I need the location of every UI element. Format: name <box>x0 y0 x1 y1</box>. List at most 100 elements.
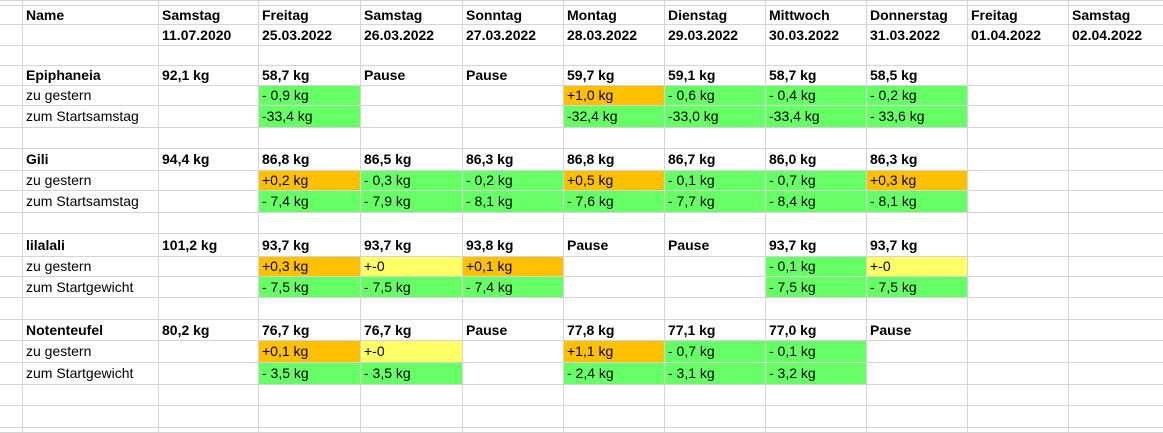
daily-weight[interactable]: 77,8 kg <box>567 322 615 338</box>
delta-value[interactable]: +-0 <box>867 257 967 276</box>
delta-value[interactable]: - 0,7 kg <box>665 341 765 362</box>
column-header-date[interactable]: 01.04.2022 <box>971 27 1042 43</box>
delta-value[interactable]: - 33,6 kg <box>867 106 967 127</box>
daily-weight[interactable]: 93,7 kg <box>870 237 918 253</box>
delta-value[interactable]: - 7,4 kg <box>259 191 360 212</box>
delta-value[interactable]: - 7,5 kg <box>766 277 866 297</box>
column-header-day[interactable]: Mittwoch <box>769 7 830 23</box>
delta-value[interactable]: - 0,7 kg <box>766 171 866 190</box>
delta-value[interactable]: +-0 <box>361 257 462 276</box>
daily-weight[interactable]: 86,8 kg <box>567 151 615 167</box>
start-weight[interactable]: 94,4 kg <box>162 151 210 167</box>
daily-weight[interactable]: 93,7 kg <box>262 237 310 253</box>
daily-weight[interactable]: Pause <box>668 237 710 253</box>
start-weight[interactable]: 92,1 kg <box>162 67 210 83</box>
daily-weight[interactable]: 86,3 kg <box>870 151 918 167</box>
row-label[interactable]: zu gestern <box>26 343 92 359</box>
delta-value[interactable]: - 3,5 kg <box>259 363 360 384</box>
delta-value[interactable]: +0,3 kg <box>867 171 967 190</box>
delta-value[interactable]: - 0,9 kg <box>259 86 360 105</box>
column-header-day[interactable]: Donnerstag <box>870 7 948 23</box>
daily-weight[interactable]: Pause <box>466 322 508 338</box>
daily-weight[interactable]: 76,7 kg <box>364 322 412 338</box>
delta-value[interactable]: - 0,1 kg <box>665 171 765 190</box>
delta-value[interactable]: - 0,6 kg <box>665 86 765 105</box>
daily-weight[interactable]: 77,0 kg <box>769 322 817 338</box>
column-header-date[interactable]: 02.04.2022 <box>1072 27 1143 43</box>
column-header-date[interactable]: 26.03.2022 <box>364 27 435 43</box>
delta-value[interactable]: +0,1 kg <box>259 341 360 362</box>
daily-weight[interactable]: 76,7 kg <box>262 322 310 338</box>
daily-weight[interactable]: 77,1 kg <box>668 322 716 338</box>
delta-value[interactable]: -33,4 kg <box>766 106 866 127</box>
column-header-day[interactable]: Samstag <box>364 7 423 23</box>
daily-weight[interactable]: Pause <box>567 237 609 253</box>
column-header-date[interactable]: 30.03.2022 <box>769 27 840 43</box>
delta-value[interactable]: - 8,1 kg <box>463 191 563 212</box>
delta-value[interactable]: - 3,5 kg <box>361 363 462 384</box>
delta-value[interactable]: +0,2 kg <box>259 171 360 190</box>
daily-weight[interactable]: 86,5 kg <box>364 151 412 167</box>
delta-value[interactable]: - 0,1 kg <box>766 257 866 276</box>
daily-weight[interactable]: 86,0 kg <box>769 151 817 167</box>
column-header-date[interactable]: 25.03.2022 <box>262 27 333 43</box>
person-name[interactable]: Gili <box>26 151 49 167</box>
delta-value[interactable]: - 0,4 kg <box>766 86 866 105</box>
delta-value[interactable]: - 0,2 kg <box>867 86 967 105</box>
row-label[interactable]: zu gestern <box>26 87 92 103</box>
start-weight[interactable]: 101,2 kg <box>162 237 218 253</box>
daily-weight[interactable]: 59,1 kg <box>668 67 716 83</box>
row-label[interactable]: zu gestern <box>26 172 92 188</box>
daily-weight[interactable]: 58,5 kg <box>870 67 918 83</box>
delta-value[interactable]: - 0,3 kg <box>361 171 462 190</box>
daily-weight[interactable]: Pause <box>870 322 912 338</box>
delta-value[interactable]: -33,4 kg <box>259 106 360 127</box>
delta-value[interactable]: - 7,6 kg <box>564 191 664 212</box>
delta-value[interactable]: - 8,1 kg <box>867 191 967 212</box>
delta-value[interactable]: - 3,2 kg <box>766 363 866 384</box>
column-header-date[interactable]: 28.03.2022 <box>567 27 638 43</box>
column-header-day[interactable]: Freitag <box>971 7 1018 23</box>
column-header-day[interactable]: Freitag <box>262 7 309 23</box>
column-header-name[interactable]: Name <box>26 7 65 23</box>
delta-value[interactable]: - 7,9 kg <box>361 191 462 212</box>
daily-weight[interactable]: 86,7 kg <box>668 151 716 167</box>
column-header-day[interactable]: Dienstag <box>668 7 728 23</box>
delta-value[interactable]: - 2,4 kg <box>564 363 664 384</box>
daily-weight[interactable]: Pause <box>364 67 406 83</box>
column-header-day[interactable]: Montag <box>567 7 617 23</box>
column-header-day[interactable]: Samstag <box>162 7 221 23</box>
delta-value[interactable]: - 0,2 kg <box>463 171 563 190</box>
delta-value[interactable]: +0,3 kg <box>259 257 360 276</box>
person-name[interactable]: Epiphaneia <box>26 67 101 83</box>
daily-weight[interactable]: Pause <box>466 67 508 83</box>
delta-value[interactable]: - 7,5 kg <box>259 277 360 297</box>
daily-weight[interactable]: 59,7 kg <box>567 67 615 83</box>
daily-weight[interactable]: 86,8 kg <box>262 151 310 167</box>
person-name[interactable]: Notenteufel <box>26 322 103 338</box>
delta-value[interactable]: - 7,5 kg <box>361 277 462 297</box>
row-label[interactable]: zum Startsamstag <box>26 193 139 209</box>
start-weight[interactable]: 80,2 kg <box>162 322 210 338</box>
delta-value[interactable]: -32,4 kg <box>564 106 664 127</box>
person-name[interactable]: lilalali <box>26 237 65 253</box>
delta-value[interactable]: +1,1 kg <box>564 341 664 362</box>
row-label[interactable]: zu gestern <box>26 258 92 274</box>
column-header-date[interactable]: 27.03.2022 <box>466 27 537 43</box>
column-header-day[interactable]: Samstag <box>1072 7 1131 23</box>
column-header-date[interactable]: 29.03.2022 <box>668 27 739 43</box>
daily-weight[interactable]: 58,7 kg <box>769 67 817 83</box>
delta-value[interactable]: - 7,4 kg <box>463 277 563 297</box>
delta-value[interactable]: +-0 <box>361 341 462 362</box>
daily-weight[interactable]: 58,7 kg <box>262 67 310 83</box>
delta-value[interactable]: +0,5 kg <box>564 171 664 190</box>
delta-value[interactable]: +0,1 kg <box>463 257 563 276</box>
delta-value[interactable]: - 7,7 kg <box>665 191 765 212</box>
daily-weight[interactable]: 86,3 kg <box>466 151 514 167</box>
delta-value[interactable]: - 8,4 kg <box>766 191 866 212</box>
delta-value[interactable]: - 7,5 kg <box>867 277 967 297</box>
delta-value[interactable]: +1,0 kg <box>564 86 664 105</box>
delta-value[interactable]: - 3,1 kg <box>665 363 765 384</box>
column-header-date[interactable]: 31.03.2022 <box>870 27 941 43</box>
